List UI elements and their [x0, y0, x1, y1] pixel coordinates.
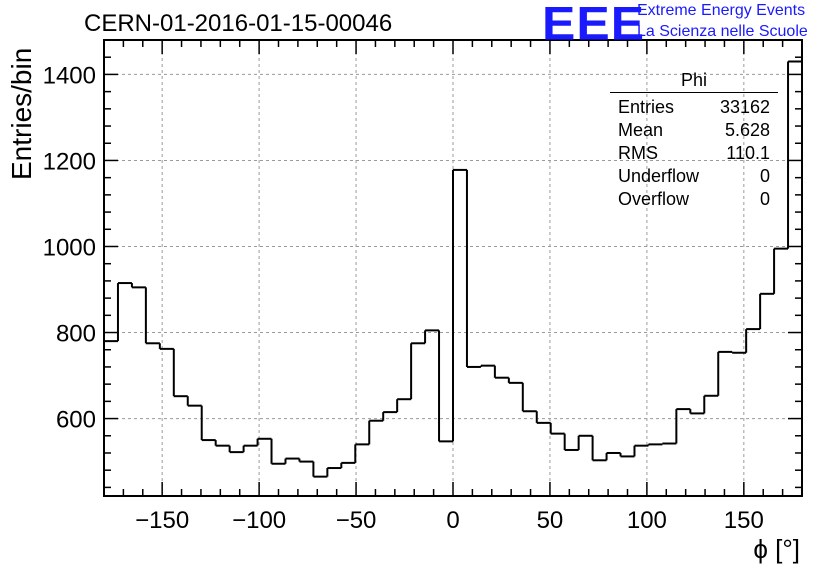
stats-label: Entries — [618, 97, 675, 117]
x-tick-label: −150 — [135, 507, 189, 534]
stats-value: 0 — [759, 166, 770, 186]
y-axis-label: Entries/bin — [6, 47, 37, 180]
eee-logo: EEE — [542, 0, 646, 51]
y-tick-label: 600 — [56, 407, 96, 434]
y-tick-label: 1400 — [43, 62, 96, 89]
stats-label: Underflow — [618, 166, 700, 186]
stats-label: RMS — [618, 143, 658, 163]
stats-box-title: Phi — [610, 70, 778, 93]
x-tick-label: −50 — [336, 507, 377, 534]
x-tick-label: 0 — [446, 507, 459, 534]
y-tick-label: 1200 — [43, 148, 96, 175]
stats-row-rms: RMS 110.1 — [610, 142, 778, 165]
stats-value: 110.1 — [726, 143, 770, 163]
stats-value: 33162 — [719, 97, 770, 117]
stats-box: Phi Entries 33162 Mean 5.628 RMS 110.1 U… — [610, 70, 778, 211]
stats-label: Overflow — [618, 189, 690, 209]
x-tick-label: 50 — [537, 507, 564, 534]
stats-row-entries: Entries 33162 — [610, 96, 778, 119]
x-tick-label: −100 — [232, 507, 286, 534]
stats-label: Mean — [618, 120, 664, 140]
chart-title: CERN-01-2016-01-15-00046 — [84, 10, 393, 37]
stats-row-overflow: Overflow 0 — [610, 188, 778, 211]
logo-caption-line1: Extreme Energy Events — [637, 2, 806, 19]
stats-row-underflow: Underflow 0 — [610, 165, 778, 188]
x-axis-label: ϕ [°] — [753, 534, 800, 564]
stats-value: 5.628 — [724, 120, 770, 140]
y-tick-label: 1000 — [43, 234, 96, 261]
stats-row-mean: Mean 5.628 — [610, 119, 778, 142]
stats-value: 0 — [759, 189, 770, 209]
y-tick-label: 800 — [56, 321, 96, 348]
logo-caption-line2: La Scienza nelle Scuole — [637, 23, 808, 40]
x-tick-label: 150 — [724, 507, 764, 534]
x-tick-label: 100 — [627, 507, 667, 534]
axes: −150 −100 −50 0 50 100 150 600 800 1000 1200 1400 — [43, 39, 803, 534]
